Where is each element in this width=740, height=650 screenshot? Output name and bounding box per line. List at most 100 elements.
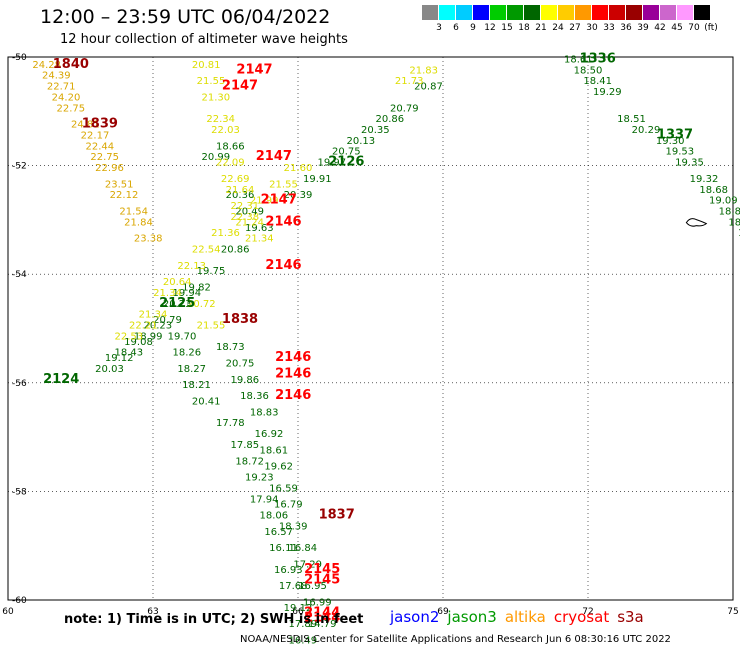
colorbar-label: 33 (603, 23, 615, 33)
longitude-tick-label: 63 (147, 607, 158, 617)
pass-time-label: 2125 (159, 296, 195, 311)
wave-height-label: 18.68 (699, 185, 728, 196)
wave-height-label: 19.35 (675, 158, 704, 169)
wave-height-label: 21.55 (197, 321, 226, 332)
satellite-legend-cryosat: cryosat (553, 608, 610, 626)
satellite-legend-altika: altika (504, 608, 546, 626)
colorbar-swatch (609, 5, 626, 20)
wave-height-label: 18.61 (564, 54, 593, 65)
colorbar-swatch (660, 5, 677, 20)
colorbar-label: 21 (535, 23, 547, 33)
wave-height-label: 16.11 (269, 543, 298, 554)
wave-height-label: 19.29 (593, 87, 622, 98)
wave-height-label: 20.64 (163, 277, 192, 288)
wave-height-label: 19.97 (318, 158, 347, 169)
pass-time-label: 2145 (304, 573, 340, 588)
wave-height-label: 19.23 (245, 473, 274, 484)
pass-time-label: 2146 (275, 366, 311, 381)
wave-height-label: 23.51 (105, 179, 134, 190)
wave-height-label: 22.13 (177, 261, 206, 272)
colorbar-label: 42 (654, 23, 666, 33)
wave-height-label: 16.93 (274, 565, 303, 576)
colorbar-label: 36 (620, 23, 632, 33)
wave-height-label: 20.23 (163, 299, 192, 310)
wave-height-label: 21.55 (269, 179, 298, 190)
wave-height-label: 18.51 (617, 114, 646, 125)
wave-height-label: 21.55 (197, 76, 226, 87)
wave-height-label: 21.54 (119, 206, 148, 217)
wave-height-label: 18.27 (177, 364, 206, 375)
pass-time-label: 2146 (265, 214, 301, 229)
pass-time-label: 2147 (236, 62, 272, 77)
wave-height-label: 21.84 (124, 217, 153, 228)
map-frame (7, 56, 734, 601)
wave-height-label: 20.79 (390, 103, 419, 114)
colorbar-swatch (456, 5, 473, 20)
wave-height-label: 20.29 (632, 125, 661, 136)
wave-height-label: 16.84 (289, 543, 318, 554)
wave-height-label: 19.82 (182, 282, 211, 293)
colorbar-swatch (643, 5, 660, 20)
wave-height-label: 19.53 (666, 147, 695, 158)
wave-height-label: 22.75 (90, 152, 119, 163)
note-text: note: 1) Time is in UTC; 2) SWH is in fe… (64, 612, 364, 627)
pass-time-label: 2146 (265, 258, 301, 273)
wave-height-label: 18.75 (728, 217, 740, 228)
island-outline (685, 218, 708, 227)
wave-height-label: 20.36 (226, 190, 255, 201)
pass-time-label: 2145 (304, 562, 340, 577)
pass-time-label: 1838 (222, 312, 258, 327)
wave-height-label: 19.63 (245, 223, 274, 234)
wave-height-label: 22.69 (221, 174, 250, 185)
wave-height-label: 17.85 (231, 440, 260, 451)
pass-time-label: 1839 (82, 117, 118, 132)
pass-time-label: 2144 (304, 611, 340, 626)
colorbar-label: 70 (688, 23, 700, 33)
colorbar-swatch (558, 5, 575, 20)
wave-height-label: 20.79 (153, 315, 182, 326)
wave-height-label: 24.28 (32, 60, 61, 71)
wave-height-label: 21.30 (202, 92, 231, 103)
colorbar-label: 15 (501, 23, 513, 33)
wave-height-label: 19.32 (690, 174, 719, 185)
wave-height-label: 16.95 (298, 581, 327, 592)
longitude-tick-label: 75 (727, 607, 738, 617)
pass-time-label: 1336 (580, 51, 616, 66)
map-subtitle: 12 hour collection of altimeter wave hei… (60, 32, 348, 47)
wave-height-label: 19.86 (231, 375, 260, 386)
longitude-tick-label: 66 (292, 607, 304, 617)
wave-height-label: 16.49 (289, 635, 318, 646)
wave-height-label: 16.79 (274, 500, 303, 511)
wave-height-label: 15.88 (738, 228, 740, 239)
wave-height-label: 18.83 (250, 407, 279, 418)
wave-height-label: 18.50 (574, 65, 603, 76)
wave-height-label: 22.96 (95, 163, 124, 174)
satellite-legend-jason3: jason3 (447, 608, 497, 626)
colorbar-label: 30 (586, 23, 598, 33)
wave-height-label: 17.89 (289, 619, 318, 630)
wave-height-label: 18.26 (173, 348, 202, 359)
colorbar-label: 18 (518, 23, 530, 33)
wave-height-label: 21.99 (250, 196, 279, 207)
wave-height-label: 19.94 (173, 288, 202, 299)
wave-height-label: 23.38 (134, 234, 163, 245)
wave-height-label: 21.36 (211, 228, 240, 239)
wave-height-label: 18.36 (240, 391, 269, 402)
satellite-legend: jason2 jason3 altika cryosat s3a (390, 608, 652, 626)
wave-height-label: 20.99 (202, 152, 231, 163)
wave-height-label: 16.92 (255, 429, 284, 440)
longitude-tick-label: 69 (437, 607, 449, 617)
wave-height-label: 20.81 (192, 60, 221, 71)
wave-height-label: 20.75 (226, 359, 255, 370)
wave-height-label: 19.30 (656, 136, 685, 147)
wave-height-label: 18.21 (182, 380, 211, 391)
wave-height-label: 19.70 (168, 331, 197, 342)
colorbar-swatch (626, 5, 643, 20)
wave-height-label: 22.34 (206, 114, 235, 125)
wave-height-label: 20.03 (95, 364, 124, 375)
wave-height-label: 24.20 (52, 92, 81, 103)
wave-height-label: 20.13 (347, 136, 376, 147)
wave-height-label: 22.21 (129, 321, 158, 332)
colorbar-swatch (439, 5, 456, 20)
footer-credit: NOAA/NESDIS Center for Satellite Applica… (240, 634, 671, 645)
